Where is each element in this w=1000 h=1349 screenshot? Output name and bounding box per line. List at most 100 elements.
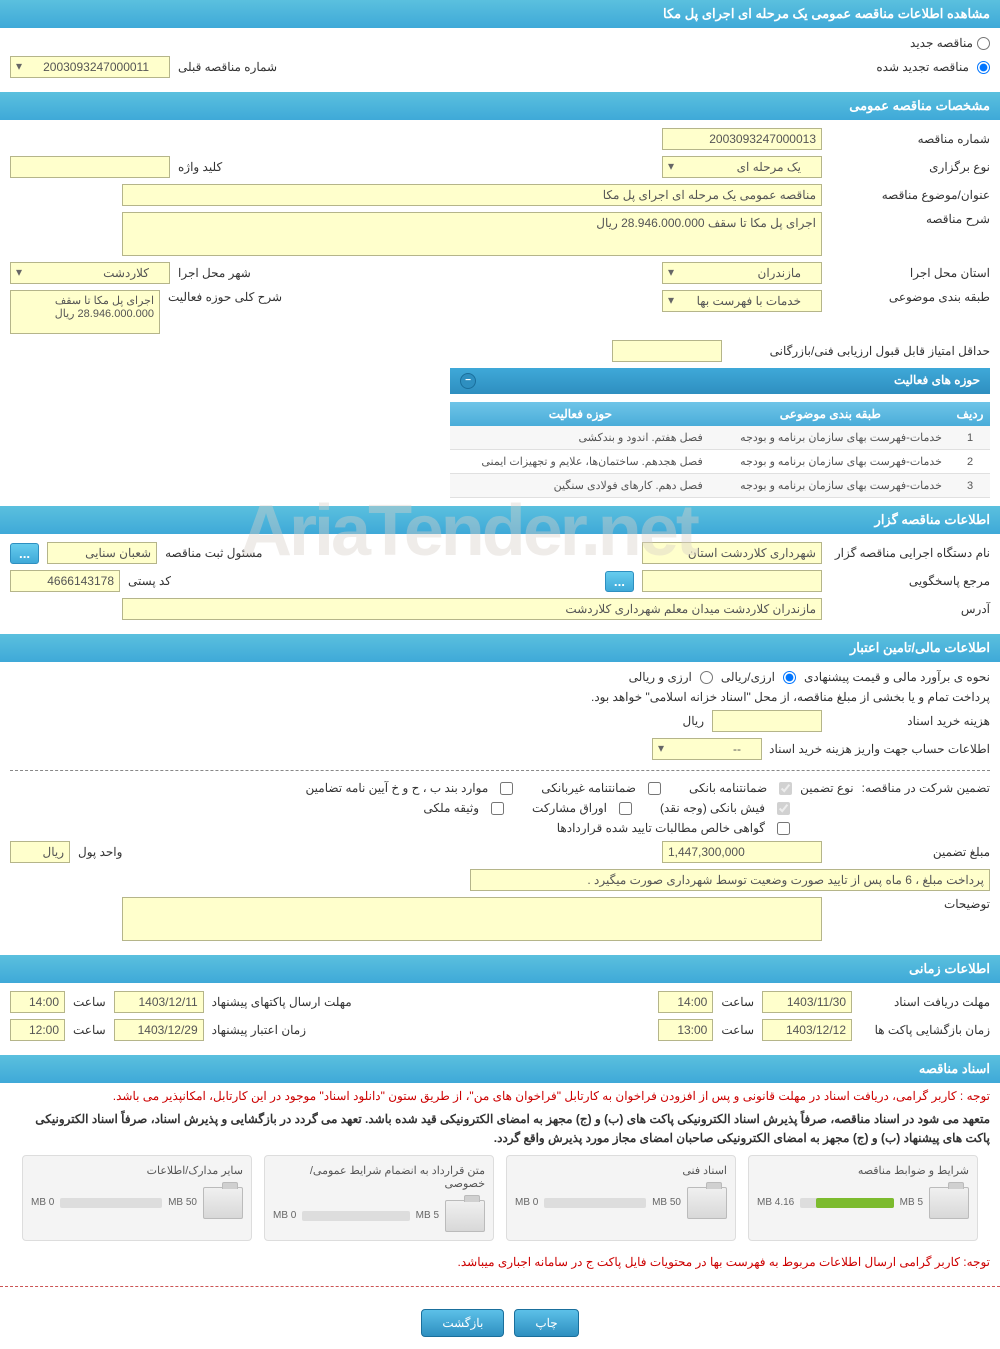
open-time[interactable]: 13:00	[658, 1019, 713, 1041]
print-button[interactable]: چاپ	[514, 1309, 578, 1337]
section4-header: اطلاعات زمانی	[0, 955, 1000, 983]
radio-new-label: مناقصه جدید	[910, 36, 973, 50]
radio-renewed-tender[interactable]	[977, 61, 990, 74]
chk-bank-guarantee-label: ضمانتنامه بانکی	[689, 781, 767, 795]
radio-arzi-v-riyali[interactable]	[700, 671, 713, 684]
desc-field[interactable]: اجرای پل مکا تا سقف 28.946.000.000 ریال	[122, 212, 822, 256]
section3-header: اطلاعات مالی/تامین اعتبار	[0, 634, 1000, 662]
keyword-label: کلید واژه	[178, 160, 222, 174]
note1: توجه : کاربر گرامی، دریافت اسناد در مهلت…	[0, 1083, 1000, 1110]
file-card[interactable]: شرایط و ضوابط مناقصه 5 MB 4.16 MB	[748, 1155, 978, 1241]
activity-desc-label: شرح کلی حوزه فعالیت	[168, 290, 282, 304]
doc-deadline-time[interactable]: 14:00	[658, 991, 713, 1013]
category-label: طبقه بندی موضوعی	[830, 290, 990, 304]
officer-label: مسئول ثبت مناقصه	[165, 546, 262, 560]
activities-table: ردیف طبقه بندی موضوعی حوزه فعالیت 1خدمات…	[450, 402, 990, 498]
tender-number-field: 2003093247000013	[662, 128, 822, 150]
section5-body: توجه : کاربر گرامی، دریافت اسناد در مهلت…	[0, 1083, 1000, 1276]
holding-type-dropdown[interactable]: یک مرحله ای	[662, 156, 822, 178]
open-date[interactable]: 1403/12/12	[762, 1019, 852, 1041]
guarantee-type-label: نوع تضمین	[800, 781, 853, 795]
folder-icon	[445, 1200, 485, 1232]
doc-deadline-date[interactable]: 1403/11/30	[762, 991, 852, 1013]
validity-date[interactable]: 1403/12/29	[114, 1019, 204, 1041]
chk-bank-receipt-label: فیش بانکی (وجه نقد)	[660, 801, 765, 815]
total-size: 5 MB	[900, 1197, 923, 1208]
file-card[interactable]: اسناد فنی 50 MB 0 MB	[506, 1155, 736, 1241]
th-row: ردیف	[950, 402, 990, 426]
chk-net-label: گواهی خالص مطالبات تایید شده قراردادها	[557, 821, 765, 835]
payment-note: پرداخت تمام و یا بخشی از مبلغ مناقصه، از…	[10, 690, 990, 704]
chk-property[interactable]	[491, 802, 504, 815]
section4-body: مهلت دریافت اسناد 1403/11/30 ساعت 14:00 …	[0, 983, 1000, 1055]
back-button[interactable]: بازگشت	[421, 1309, 504, 1337]
folder-icon	[929, 1187, 969, 1219]
chk-property-label: وثیقه ملکی	[423, 801, 479, 815]
response-ref-field[interactable]	[642, 570, 822, 592]
chk-partnership-label: اوراق مشارکت	[532, 801, 607, 815]
progress-track	[544, 1198, 646, 1208]
postal-field: 4666143178	[10, 570, 120, 592]
time-label-1: ساعت	[721, 995, 754, 1009]
org-label: نام دستگاه اجرایی مناقصه گزار	[830, 546, 990, 560]
chk-bank-receipt[interactable]	[777, 802, 790, 815]
validity-time[interactable]: 12:00	[10, 1019, 65, 1041]
file-card[interactable]: سایر مدارک/اطلاعات 50 MB 0 MB	[22, 1155, 252, 1241]
packet-send-label: مهلت ارسال پاکتهای پیشنهاد	[212, 995, 352, 1009]
section3-body: نحوه ی برآورد مالی و قیمت پیشنهادی ارزی/…	[0, 662, 1000, 955]
total-size: 50 MB	[652, 1197, 681, 1208]
used-size: 0 MB	[273, 1210, 296, 1221]
folder-icon	[687, 1187, 727, 1219]
notes-label: توضیحات	[830, 897, 990, 911]
section1-body: شماره مناقصه 2003093247000013 نوع برگزار…	[0, 120, 1000, 506]
collapse-icon[interactable]: −	[460, 373, 476, 389]
packet-send-date[interactable]: 1403/12/11	[114, 991, 204, 1013]
payment-terms-field: پرداخت مبلغ ، 6 ماه پس از تایید صورت وضع…	[470, 869, 990, 891]
used-size: 0 MB	[31, 1197, 54, 1208]
category-dropdown[interactable]: خدمات با فهرست بها	[662, 290, 822, 312]
radio-new-tender[interactable]	[977, 37, 990, 50]
chk-partnership[interactable]	[619, 802, 632, 815]
amount-label: مبلغ تضمین	[830, 845, 990, 859]
page-title: مشاهده اطلاعات مناقصه عمومی یک مرحله ای …	[0, 0, 1000, 28]
th-field: حوزه فعالیت	[450, 402, 711, 426]
activities-header-label: حوزه های فعالیت	[894, 373, 980, 389]
prev-number-dropdown[interactable]: 2003093247000011	[10, 56, 170, 78]
riyal-label: ریال	[682, 714, 704, 728]
red-note: توجه: کاربر گرامی ارسال اطلاعات مربوط به…	[0, 1249, 1000, 1276]
radio-arzi-riyali[interactable]	[783, 671, 796, 684]
account-info-dropdown[interactable]: --	[652, 738, 762, 760]
open-label: زمان بازگشایی پاکت ها	[860, 1023, 990, 1037]
chk-bond[interactable]	[500, 782, 513, 795]
used-size: 4.16 MB	[757, 1197, 794, 1208]
chk-net-receivables[interactable]	[777, 822, 790, 835]
chk-bank-guarantee[interactable]	[779, 782, 792, 795]
subject-label: عنوان/موضوع مناقصه	[830, 188, 990, 202]
packet-send-time[interactable]: 14:00	[10, 991, 65, 1013]
province-dropdown[interactable]: مازندران	[662, 262, 822, 284]
keyword-field[interactable]	[10, 156, 170, 178]
th-category: طبقه بندی موضوعی	[711, 402, 950, 426]
section2-header: اطلاعات مناقصه گزار	[0, 506, 1000, 534]
doc-fee-field[interactable]	[712, 710, 822, 732]
response-ref-label: مرجع پاسخگویی	[830, 574, 990, 588]
postal-label: کد پستی	[128, 574, 171, 588]
file-card[interactable]: متن قرارداد به انضمام شرایط عمومی/خصوصی …	[264, 1155, 494, 1241]
section1-header: مشخصات مناقصه عمومی	[0, 92, 1000, 120]
officer-details-button[interactable]: ...	[10, 543, 39, 564]
response-ref-details-button[interactable]: ...	[605, 571, 634, 592]
notes-field[interactable]	[122, 897, 822, 941]
guarantee-label: تضمین شرکت در مناقصه:	[862, 781, 990, 795]
min-score-field[interactable]	[612, 340, 722, 362]
file-cards-container: شرایط و ضوابط مناقصه 5 MB 4.16 MB اسناد …	[0, 1155, 1000, 1241]
desc-label: شرح مناقصه	[830, 212, 990, 226]
amount-field[interactable]: 1,447,300,000	[662, 841, 822, 863]
subject-field[interactable]: مناقصه عمومی یک مرحله ای اجرای پل مکا	[122, 184, 822, 206]
officer-field: شعبان سنایی	[47, 542, 157, 564]
chk-nonbank-guarantee[interactable]	[648, 782, 661, 795]
progress-track	[302, 1211, 409, 1221]
city-label: شهر محل اجرا	[178, 266, 251, 280]
opt-arzi-v-riyali-label: ارزی و ریالی	[629, 670, 692, 684]
activity-desc-field[interactable]: اجرای پل مکا تا سقف 28.946.000.000 ریال	[10, 290, 160, 334]
city-dropdown[interactable]: کلاردشت	[10, 262, 170, 284]
